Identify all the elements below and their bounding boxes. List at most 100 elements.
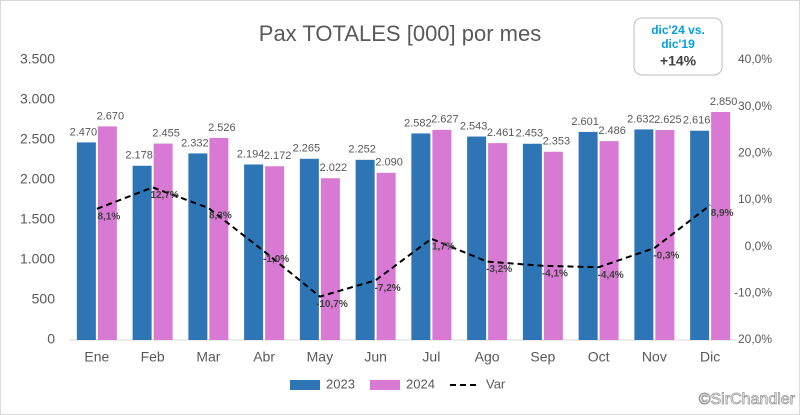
x-tick-label: Dic: [700, 349, 720, 365]
y-tick-label: 3.500: [20, 51, 55, 67]
bar: [376, 172, 396, 340]
data-label: 2.470: [70, 126, 98, 138]
bar: [543, 151, 563, 340]
bar: [690, 130, 710, 340]
data-label: -10,7%: [316, 299, 348, 310]
data-label: 2.252: [348, 144, 376, 156]
data-label: 2.353: [543, 136, 571, 148]
line: [96, 186, 711, 298]
data-label: 2.453: [516, 128, 544, 140]
bar: [188, 153, 208, 340]
bar: [711, 112, 731, 340]
y2-tick-label: 30,0%: [738, 99, 772, 113]
x-tick-label: Jun: [364, 349, 387, 365]
data-label: 2.455: [152, 128, 180, 140]
annotation-text: dic'19: [661, 37, 695, 51]
data-label: 2.526: [208, 122, 236, 134]
bar: [411, 133, 431, 340]
y-tick-label: 3.000: [20, 91, 55, 107]
bar: [634, 129, 654, 340]
data-label: 1,7%: [432, 241, 455, 252]
bar: [488, 143, 508, 340]
data-label: -7,2%: [375, 283, 401, 294]
bar: [132, 165, 152, 340]
data-label: 8,1%: [97, 212, 120, 223]
bar: [76, 142, 96, 340]
bar: [320, 178, 340, 340]
data-label: 2.332: [181, 137, 209, 149]
bar: [355, 159, 375, 340]
bar: [578, 131, 598, 340]
data-label: -4,4%: [598, 270, 624, 281]
y2-tick-label: 40,0%: [738, 52, 772, 66]
legend-label: 2023: [326, 376, 355, 391]
x-tick-label: Jul: [422, 349, 440, 365]
y-tick-label: 2.500: [20, 131, 55, 147]
bar: [467, 136, 487, 340]
bar: [153, 143, 173, 340]
data-label: 2.486: [598, 125, 626, 137]
bar: [265, 166, 285, 340]
data-label: 2.601: [571, 116, 599, 128]
bar: [599, 141, 619, 340]
x-tick-label: Nov: [642, 349, 667, 365]
data-label: 2.022: [320, 162, 348, 174]
x-tick-label: Ago: [475, 349, 500, 365]
bar: [209, 137, 229, 340]
data-label: 2.194: [237, 148, 265, 160]
annotation-text: dic'24 vs.: [651, 23, 705, 37]
data-label: 8,3%: [209, 211, 232, 222]
data-label: 2.265: [293, 143, 321, 155]
data-label: 2.670: [97, 110, 125, 122]
data-label: 2.632: [627, 113, 655, 125]
data-label: -4,1%: [542, 268, 568, 279]
data-label: 2.582: [404, 117, 432, 129]
y2-tick-label: 20,0%: [738, 146, 772, 160]
bar: [432, 129, 452, 340]
x-tick-label: Abr: [253, 349, 275, 365]
data-label: -3,2%: [486, 264, 512, 275]
bar: [244, 164, 264, 340]
legend-swatch: [290, 380, 320, 390]
data-label: 2.178: [125, 150, 153, 162]
data-label: 12,7%: [150, 190, 178, 201]
x-tick-label: Sep: [530, 349, 555, 365]
bar: [655, 130, 675, 340]
y2-tick-label: 0,0%: [745, 239, 773, 253]
x-tick-label: Ene: [84, 349, 109, 365]
chart-title: Pax TOTALES [000] por mes: [259, 21, 541, 46]
data-label: -1,0%: [263, 254, 289, 265]
x-tick-label: May: [307, 349, 333, 365]
y2-tick-label: -10,0%: [734, 286, 772, 300]
y-tick-label: 1.500: [20, 211, 55, 227]
legend-label: Var: [486, 376, 506, 391]
annotation-value: +14%: [660, 53, 697, 69]
data-label: 2.850: [710, 96, 738, 108]
bar: [97, 126, 117, 341]
y-tick-label: 2.000: [20, 171, 55, 187]
y2-tick-label: 10,0%: [738, 192, 772, 206]
bar: [522, 143, 542, 340]
data-label: 2.625: [654, 114, 682, 126]
x-tick-label: Feb: [141, 349, 165, 365]
y-tick-label: 500: [32, 291, 56, 307]
data-label: 2.090: [375, 157, 403, 169]
y-tick-label: 0: [47, 331, 55, 347]
watermark: ©SirChandler: [699, 391, 796, 408]
data-label: 2.616: [683, 115, 711, 127]
data-label: 2.172: [264, 150, 292, 162]
data-label: 2.543: [460, 120, 488, 132]
data-label: 2.461: [487, 127, 515, 139]
legend-label: 2024: [406, 376, 435, 391]
data-label: 2.627: [431, 114, 459, 126]
y-tick-label: 1.000: [20, 251, 55, 267]
bar: [299, 158, 319, 340]
x-tick-label: Mar: [196, 349, 220, 365]
data-label: -0,3%: [653, 251, 679, 262]
x-tick-label: Oct: [588, 349, 610, 365]
y2-tick-label: -20,0%: [734, 332, 772, 346]
data-label: 8,9%: [711, 208, 734, 219]
annotation-box: [633, 17, 723, 76]
legend-swatch: [370, 380, 400, 390]
